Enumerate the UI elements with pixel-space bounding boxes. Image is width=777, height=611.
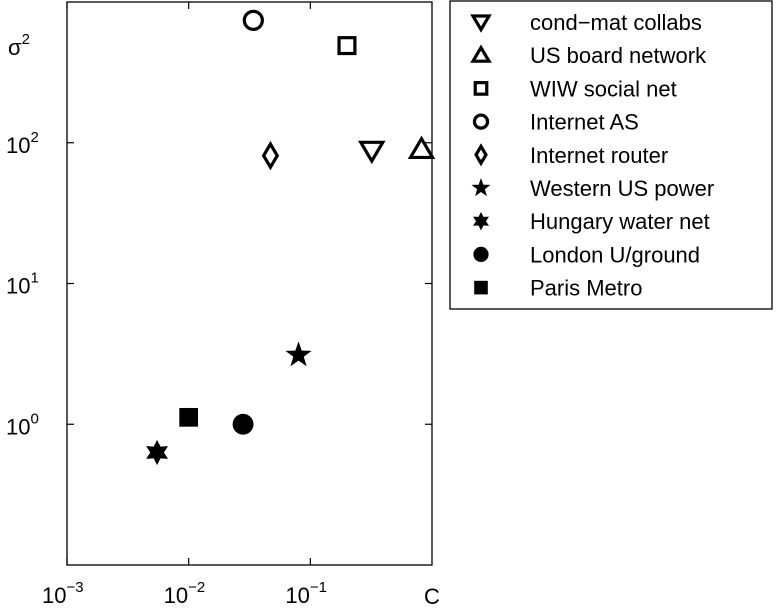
plot-frame bbox=[66, 1, 433, 566]
data-point-cond-mat-collabs bbox=[357, 140, 386, 165]
legend-entry-label: Paris Metro bbox=[530, 276, 642, 301]
x-tick-exp: −1 bbox=[310, 579, 327, 596]
legend-entry-label: Internet AS bbox=[530, 110, 639, 135]
axes bbox=[66, 1, 433, 566]
data-point-paris-metro bbox=[179, 407, 199, 427]
x-tick-base: 10 bbox=[42, 583, 66, 608]
legend-marker bbox=[474, 280, 488, 295]
legend-marker bbox=[470, 14, 492, 33]
data-point-hungary-water-net bbox=[146, 439, 169, 466]
y-tick-label: 102 bbox=[6, 129, 39, 158]
legend-entry-label: WIW social net bbox=[530, 76, 677, 101]
x-tick-label: 10−2 bbox=[164, 579, 206, 608]
legend-marker bbox=[474, 143, 488, 167]
x-tick-base: 10 bbox=[285, 583, 309, 608]
y-tick-exp: 2 bbox=[30, 129, 38, 146]
legend-entry-label: Western US power bbox=[530, 176, 714, 201]
legend-marker bbox=[473, 81, 489, 96]
y-tick-exp: 0 bbox=[30, 410, 38, 427]
legend-marker bbox=[473, 246, 489, 262]
x-tick-label: 10−1 bbox=[285, 579, 327, 608]
x-tick-base: 10 bbox=[164, 583, 188, 608]
data-markers bbox=[146, 9, 436, 466]
legend-entry-label: US board network bbox=[530, 43, 707, 68]
x-axis-label: C bbox=[424, 584, 440, 609]
y-axis-label: σ2 bbox=[8, 31, 30, 60]
data-point-western-us-power bbox=[285, 341, 312, 367]
legend-marker bbox=[471, 178, 491, 197]
legend-entry-label: Internet router bbox=[530, 143, 668, 168]
legend-entry-label: cond−mat collabs bbox=[530, 10, 702, 35]
legend-marker bbox=[473, 212, 489, 231]
y-tick-base: 10 bbox=[6, 274, 30, 299]
data-point-internet-as bbox=[242, 9, 264, 32]
legend: cond−mat collabs US board network WIW soci… bbox=[449, 0, 773, 310]
legend-entry-label: London U/ground bbox=[530, 242, 700, 267]
y-tick-base: 10 bbox=[6, 133, 30, 158]
data-point-internet-router bbox=[261, 140, 280, 171]
data-point-london-u-ground bbox=[232, 413, 254, 435]
y-tick-exp: 1 bbox=[30, 270, 38, 287]
legend-marker bbox=[470, 44, 492, 63]
data-point-us-board-network bbox=[407, 135, 436, 160]
x-tick-exp: −3 bbox=[66, 579, 83, 596]
y-axis-label-exp: 2 bbox=[22, 31, 30, 48]
data-point-wiw-social-net bbox=[337, 36, 357, 56]
y-tick-label: 100 bbox=[6, 410, 39, 439]
x-tick-label: 10−3 bbox=[42, 579, 84, 608]
legend-entry-label: Hungary water net bbox=[530, 209, 710, 234]
y-axis-label-base: σ bbox=[8, 35, 22, 60]
legend-box bbox=[449, 0, 773, 310]
y-tick-label: 101 bbox=[6, 270, 39, 299]
x-tick-exp: −2 bbox=[188, 579, 205, 596]
legend-marker bbox=[472, 113, 490, 130]
y-tick-base: 10 bbox=[6, 414, 30, 439]
